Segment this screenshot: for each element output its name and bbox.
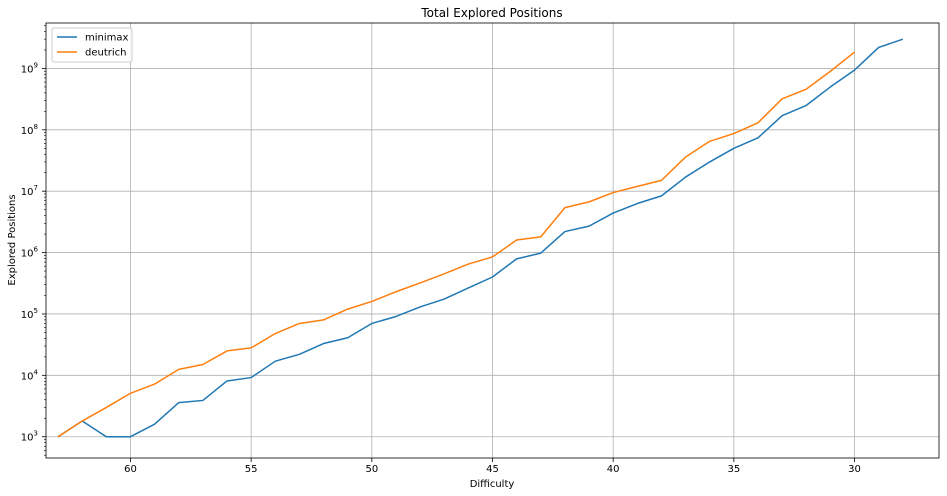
legend-label-deutrich: deutrich [85, 48, 126, 59]
y-tick-label: 104 [21, 368, 39, 382]
chart-title: Total Explored Positions [420, 6, 562, 20]
y-tick-label: 106 [21, 246, 39, 260]
x-tick-label: 60 [124, 464, 137, 475]
x-tick-label: 45 [486, 464, 499, 475]
y-axis-ticks: 103 104 105 106 107 108 109 [21, 25, 46, 456]
y-tick-label: 109 [21, 61, 38, 75]
x-tick-label: 50 [365, 464, 378, 475]
legend: minimax deutrich [51, 27, 133, 63]
y-tick-label: 108 [21, 123, 38, 137]
legend-label-minimax: minimax [85, 33, 129, 44]
x-axis-label: Difficulty [470, 479, 515, 490]
x-tick-label: 35 [727, 464, 740, 475]
grid [46, 23, 939, 458]
x-tick-label: 55 [245, 464, 258, 475]
x-tick-label: 30 [848, 464, 861, 475]
series-lines [57, 38, 904, 438]
y-axis-label: Explored Positions [7, 194, 18, 285]
x-axis-ticks: 60 55 50 45 40 35 30 [124, 458, 861, 475]
series-line-minimax [57, 38, 904, 438]
y-tick-label: 103 [21, 430, 38, 444]
x-tick-label: 40 [607, 464, 620, 475]
y-tick-label: 105 [21, 307, 38, 321]
y-tick-label: 107 [21, 184, 38, 198]
series-line-deutrich [57, 51, 855, 438]
